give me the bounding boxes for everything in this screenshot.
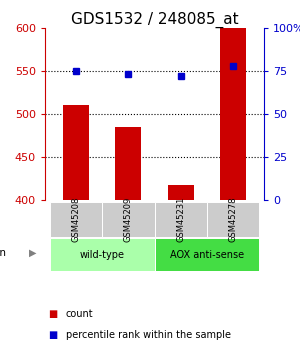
Title: GDS1532 / 248085_at: GDS1532 / 248085_at — [71, 11, 238, 28]
Bar — [50, 238, 154, 271]
Text: GSM45278: GSM45278 — [228, 196, 237, 242]
Bar — [102, 201, 154, 237]
Text: strain: strain — [0, 248, 6, 258]
Bar — [167, 186, 194, 200]
Text: GSM45208: GSM45208 — [72, 197, 81, 242]
Bar — [116, 127, 142, 200]
Bar — [154, 238, 259, 271]
Text: ▶: ▶ — [28, 248, 36, 258]
Bar — [63, 105, 89, 200]
Text: count: count — [66, 309, 94, 319]
Text: GSM45209: GSM45209 — [124, 197, 133, 242]
Text: AOX anti-sense: AOX anti-sense — [169, 249, 244, 259]
Bar — [220, 28, 246, 200]
Bar — [154, 201, 207, 237]
Text: percentile rank within the sample: percentile rank within the sample — [66, 330, 231, 339]
Text: ■: ■ — [48, 309, 57, 319]
Text: ■: ■ — [48, 330, 57, 339]
Text: GSM45231: GSM45231 — [176, 197, 185, 242]
Text: wild-type: wild-type — [80, 249, 125, 259]
Bar — [50, 201, 102, 237]
Bar — [207, 201, 259, 237]
